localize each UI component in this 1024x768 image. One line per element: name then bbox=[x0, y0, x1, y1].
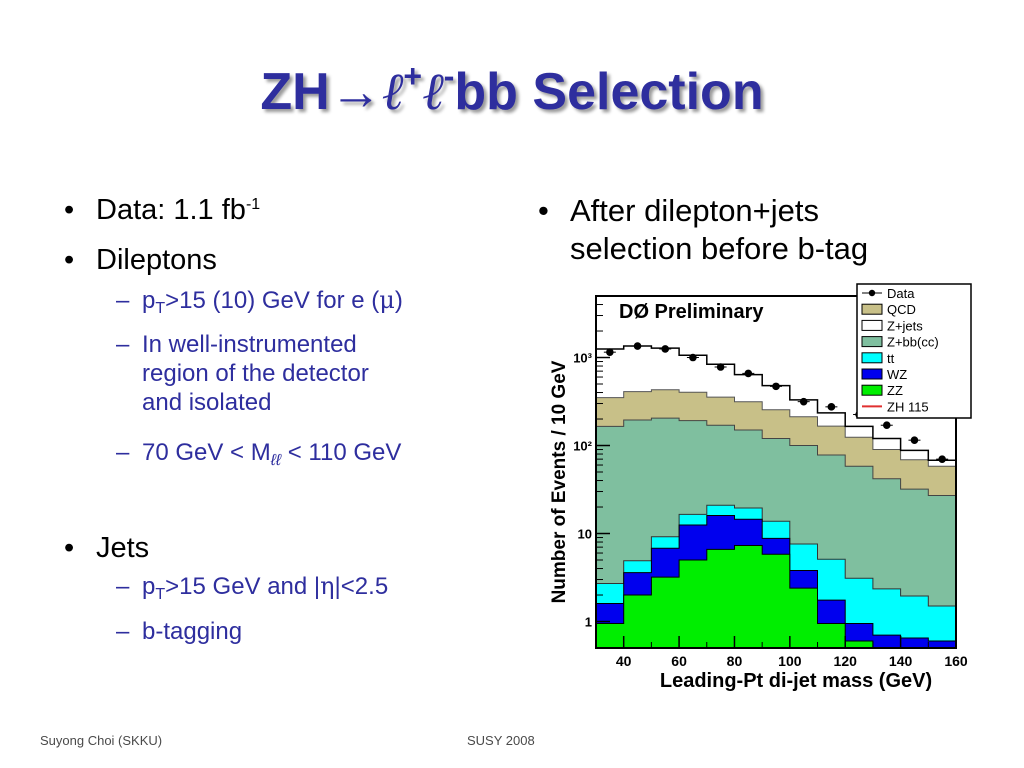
jet-pt-text: >15 GeV and | bbox=[165, 573, 321, 600]
legend-label: WZ bbox=[887, 367, 907, 382]
legend-swatch bbox=[861, 384, 883, 396]
x-tick-label: 80 bbox=[727, 653, 743, 669]
y-tick-label: 10³ bbox=[573, 351, 592, 366]
mass-subscript: ℓℓ bbox=[270, 452, 282, 469]
y-axis-label: Number of Events / 10 GeV bbox=[549, 360, 570, 603]
dileptons-label: Dileptons bbox=[96, 244, 217, 276]
dijet-mass-histogram: 40 60 80 100 120 140 160 1 10 10² 10³ Leading-Pt di… bbox=[549, 283, 972, 692]
x-tick-label: 120 bbox=[834, 653, 858, 669]
data-point bbox=[716, 363, 725, 371]
data-point bbox=[882, 421, 891, 430]
chart-title: DØ Preliminary bbox=[619, 301, 764, 323]
data-point bbox=[689, 353, 697, 362]
sub-bullet-region: – In well-instrumented region of the detec… bbox=[56, 330, 403, 438]
right-bullet-list: • After dilepton+jets selection before b-t… bbox=[530, 192, 1010, 268]
data-point bbox=[799, 397, 808, 406]
y-tick-label: 1 bbox=[585, 615, 592, 630]
x-tick-label: 60 bbox=[671, 653, 687, 669]
mu-symbol: μ bbox=[379, 286, 395, 314]
pt-subscript: T bbox=[155, 586, 166, 603]
right-bullet-line-2: selection before b-tag bbox=[570, 231, 869, 266]
eta-cut-text: |<2.5 bbox=[334, 573, 389, 600]
legend-swatch bbox=[861, 336, 883, 348]
data-point bbox=[827, 403, 836, 411]
y-tick-label: 10 bbox=[578, 527, 592, 542]
data-point bbox=[910, 436, 919, 444]
data-luminosity-exponent: -1 bbox=[245, 196, 261, 213]
data-point bbox=[772, 382, 780, 391]
x-axis-label: Leading-Pt di-jet mass (GeV) bbox=[660, 670, 932, 692]
right-bullet-line-1: After dilepton+jets bbox=[570, 193, 820, 228]
title-minus-sign: - bbox=[443, 58, 455, 94]
eta-symbol: η bbox=[320, 572, 335, 600]
bullet-symbol: • bbox=[64, 532, 75, 564]
region-line-1: In well-instrumented bbox=[142, 331, 357, 358]
dash-symbol: – bbox=[116, 573, 130, 600]
sub-bullet-mass-window: –70 GeV < Mℓℓ < 110 GeV bbox=[56, 438, 403, 530]
y-tick-label: 10² bbox=[573, 439, 592, 454]
legend-swatch bbox=[861, 368, 883, 380]
bullet-dileptons: • Dileptons bbox=[56, 242, 403, 286]
data-point bbox=[938, 455, 946, 463]
data-point bbox=[744, 369, 753, 378]
legend-label: Z+jets bbox=[887, 318, 923, 333]
pt-symbol: p bbox=[142, 287, 156, 314]
legend-label: Data bbox=[887, 286, 915, 301]
legend-label: tt bbox=[887, 351, 895, 366]
slide-title: ZH→ℓ+ℓ-bb Selection bbox=[0, 58, 1024, 122]
title-lepton-symbol-2: ℓ bbox=[422, 62, 444, 122]
title-text-zh: ZH bbox=[260, 63, 330, 121]
title-arrow: → bbox=[329, 63, 382, 121]
mass-window-suffix: < 110 GeV bbox=[281, 439, 402, 466]
jets-label: Jets bbox=[96, 532, 150, 564]
btagging-label: b-tagging bbox=[142, 618, 243, 645]
sub-bullet-jet-pt: – pT>15 GeV and |η|<2.5 bbox=[56, 572, 403, 617]
bullet-symbol: • bbox=[64, 244, 75, 276]
mass-window-prefix: 70 GeV < M bbox=[142, 439, 271, 466]
bullet-after-dilepton: • After dilepton+jets selection before b-t… bbox=[530, 192, 1010, 268]
pt-symbol: p bbox=[142, 573, 156, 600]
legend-swatch bbox=[861, 303, 883, 315]
title-lepton-symbol: ℓ bbox=[381, 62, 404, 122]
pt-subscript: T bbox=[155, 300, 166, 317]
legend-label: ZH 115 bbox=[887, 399, 929, 414]
lepton-pt-text: >15 (10) GeV for e ( bbox=[165, 287, 380, 314]
data-point bbox=[661, 345, 670, 353]
legend-swatch bbox=[861, 352, 883, 364]
dash-symbol: – bbox=[116, 287, 130, 314]
data-point bbox=[606, 348, 614, 356]
legend-swatch bbox=[861, 319, 883, 331]
bullet-jets: • Jets bbox=[56, 530, 403, 572]
x-tick-label: 40 bbox=[616, 653, 632, 669]
left-bullet-list: • Data: 1.1 fb-1 • Dileptons – pT>15 (10) G… bbox=[56, 192, 403, 647]
x-tick-label: 100 bbox=[778, 653, 802, 669]
legend-marker-point bbox=[868, 289, 876, 297]
legend-label: Z+bb(cc) bbox=[887, 335, 939, 350]
x-tick-label: 160 bbox=[944, 653, 968, 669]
region-line-2: region of the detector bbox=[142, 360, 369, 387]
dash-symbol: – bbox=[116, 331, 130, 358]
sub-bullet-lepton-pt: – pT>15 (10) GeV for e (μ) bbox=[56, 286, 403, 330]
legend-label: ZZ bbox=[887, 383, 903, 398]
footer-author: Suyong Choi (SKKU) bbox=[40, 733, 163, 748]
legend-label: QCD bbox=[887, 302, 916, 317]
data-point bbox=[633, 342, 642, 350]
region-line-3: and isolated bbox=[142, 389, 272, 416]
footer-conference: SUSY 2008 bbox=[467, 733, 535, 748]
bullet-data: • Data: 1.1 fb-1 bbox=[56, 192, 403, 242]
x-tick-label: 140 bbox=[889, 653, 913, 669]
sub-bullet-btagging: – b-tagging bbox=[56, 617, 403, 647]
close-paren: ) bbox=[394, 287, 403, 314]
bullet-symbol: • bbox=[538, 193, 549, 228]
dash-symbol: – bbox=[116, 618, 130, 645]
data-luminosity-text: Data: 1.1 fb bbox=[96, 194, 246, 226]
title-text-selection: bb Selection bbox=[454, 63, 764, 121]
title-plus-sign: + bbox=[403, 58, 423, 94]
dash-symbol: – bbox=[116, 439, 130, 466]
bullet-symbol: • bbox=[64, 194, 75, 226]
